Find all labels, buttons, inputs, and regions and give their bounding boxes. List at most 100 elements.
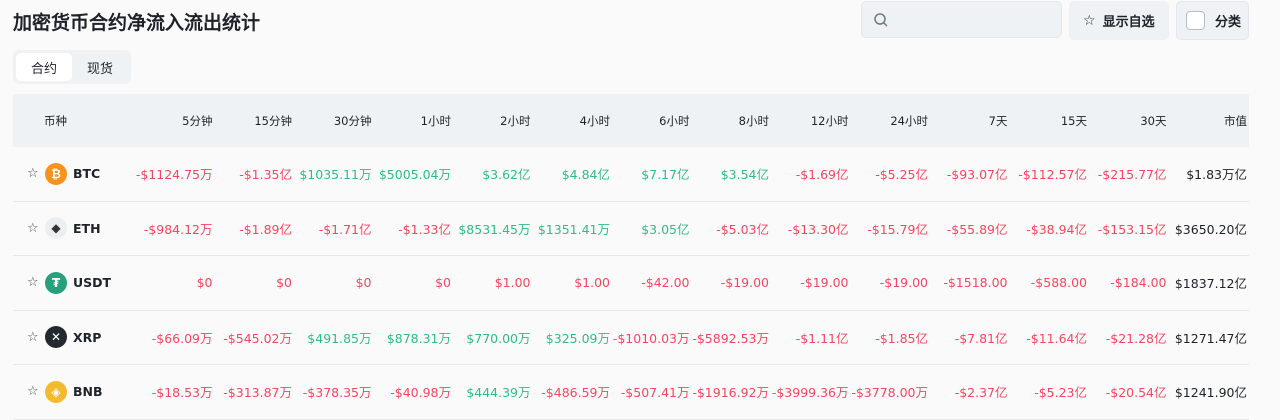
coin-cell: ☆ ₿ BTC [13, 162, 135, 185]
ethereum-icon: ◆ [45, 217, 67, 240]
flow-value: -$21.28亿 [1105, 330, 1167, 346]
flow-value: -$1.71亿 [318, 221, 372, 237]
column-header[interactable]: 12小时 [810, 113, 849, 128]
flow-value: -$13.30亿 [787, 221, 849, 237]
column-header[interactable]: 30分钟 [333, 113, 372, 128]
table-row[interactable]: ☆ ◈ BNB -$18.53万 -$313.87万 -$378.35万 -$40.98万 $… [13, 365, 1249, 420]
flow-value: -$55.89亿 [946, 221, 1008, 237]
column-header[interactable]: 2小时 [500, 113, 531, 128]
market-type-tabs: 合约 现货 [13, 50, 131, 84]
favorite-star-icon[interactable]: ☆ [27, 384, 39, 400]
flow-value: -$7.81亿 [954, 330, 1008, 346]
flow-value: $1351.41万 [537, 221, 610, 237]
flow-value: -$18.53万 [151, 385, 213, 401]
flow-value: -$20.54亿 [1105, 385, 1167, 401]
flow-value: -$1.11亿 [795, 330, 849, 346]
flow-value: -$184.00 [1110, 275, 1167, 291]
coin-cell: ☆ ✕ XRP [13, 326, 135, 349]
flow-value: -$3999.36万 [771, 385, 849, 401]
coin-symbol: USDT [73, 275, 112, 291]
tab-futures[interactable]: 合约 [16, 53, 72, 81]
tether-icon: ₮ [45, 271, 67, 294]
column-header[interactable]: 币种 [44, 113, 67, 128]
tab-spot[interactable]: 现货 [86, 61, 113, 77]
flow-value: -$19.00 [800, 275, 849, 291]
flow-value: $8531.45万 [458, 221, 531, 237]
column-header[interactable]: 1小时 [420, 113, 451, 128]
flow-value: -$93.07亿 [946, 167, 1008, 183]
show-favorites-button[interactable]: ☆ 显示自选 [1069, 1, 1169, 40]
flow-value: -$313.87万 [223, 385, 292, 401]
flow-value: -$588.00 [1030, 275, 1087, 291]
flow-value: -$1.33亿 [398, 221, 451, 237]
favorite-star-icon[interactable]: ☆ [27, 166, 39, 182]
coin-cell: ☆ ◈ BNB [13, 380, 135, 403]
flow-value: -$5892.53万 [692, 330, 769, 346]
category-toggle[interactable]: 分类 [1176, 1, 1249, 40]
favorite-star-icon[interactable]: ☆ [27, 220, 39, 236]
coin-symbol: BNB [73, 384, 103, 400]
favorite-star-icon[interactable]: ☆ [27, 329, 39, 345]
flow-value: $4.84亿 [561, 167, 610, 183]
column-header[interactable]: 7天 [988, 113, 1008, 128]
flow-value: -$112.57亿 [1018, 167, 1087, 183]
table-row[interactable]: ☆ ₿ BTC -$1124.75万 -$1.35亿 $1035.11万 $5005.04万… [13, 147, 1249, 202]
category-checkbox[interactable] [1186, 11, 1205, 30]
star-icon: ☆ [1083, 12, 1096, 29]
table-row[interactable]: ☆ ₮ USDT $0 $0 $0 $0 $1.00 $1.00 -$42.00 -$19.00 -$… [13, 256, 1249, 311]
flow-value: -$19.00 [879, 275, 928, 291]
column-header[interactable]: 15天 [1060, 113, 1087, 128]
flow-value: -$5.25亿 [875, 167, 928, 183]
flow-value: $444.39万 [466, 385, 531, 401]
flow-value: $770.00万 [466, 330, 531, 346]
flow-value: -$40.98万 [390, 385, 451, 401]
flow-value: -$153.15亿 [1097, 221, 1167, 237]
flow-value: -$1124.75万 [135, 167, 213, 183]
flow-value: $3.54亿 [720, 167, 769, 183]
favorite-star-icon[interactable]: ☆ [27, 275, 39, 291]
flow-value: $878.31万 [386, 330, 451, 346]
category-label: 分类 [1215, 15, 1242, 30]
bnb-icon: ◈ [45, 380, 67, 403]
coin-symbol: ETH [73, 220, 101, 236]
flow-value: -$1.69亿 [795, 167, 849, 183]
column-header[interactable]: 30天 [1140, 113, 1167, 128]
column-header[interactable]: 8小时 [738, 113, 769, 128]
flow-value: -$1010.03万 [612, 330, 690, 346]
flow-value: -$66.09万 [151, 330, 213, 346]
flow-value: $0 [355, 275, 372, 291]
column-header[interactable]: 6小时 [659, 113, 690, 128]
flow-value: $491.85万 [307, 330, 372, 346]
flow-value: -$5.23亿 [1034, 385, 1087, 401]
flow-value: -$38.94亿 [1026, 221, 1087, 237]
bitcoin-icon: ₿ [45, 162, 67, 185]
flow-value: $3.05亿 [641, 221, 690, 237]
column-header[interactable]: 5分钟 [182, 113, 213, 128]
flow-value: -$507.41万 [620, 385, 690, 401]
flow-value: $1.00 [574, 275, 610, 291]
flow-table: 币种 5分钟 15分钟 30分钟 1小时 2小时 4小时 6小时 8小时 12小时 24小时 7天 15… [13, 94, 1249, 420]
flow-value: -$1.89亿 [239, 221, 292, 237]
column-header[interactable]: 15分钟 [254, 113, 292, 128]
flow-value: -$1.85亿 [875, 330, 928, 346]
search-icon [874, 13, 888, 27]
flow-value: -$19.00 [720, 275, 769, 291]
column-header[interactable]: 市值 [1224, 113, 1247, 128]
column-header[interactable]: 24小时 [890, 113, 928, 128]
flow-value: -$1.35亿 [239, 167, 292, 183]
table-row[interactable]: ☆ ◆ ETH -$984.12万 -$1.89亿 -$1.71亿 -$1.33亿 $8531… [13, 202, 1249, 256]
flow-value: $325.09万 [545, 330, 610, 346]
market-cap: $1.83万亿 [1186, 167, 1247, 183]
flow-value: -$2.37亿 [954, 385, 1008, 401]
column-header[interactable]: 4小时 [579, 113, 610, 128]
flow-value: -$215.77亿 [1097, 167, 1167, 183]
show-favorites-label: 显示自选 [1102, 15, 1155, 30]
table-row[interactable]: ☆ ✕ XRP -$66.09万 -$545.02万 $491.85万 $878.31万 $7… [13, 311, 1249, 365]
coin-symbol: XRP [73, 329, 102, 345]
flow-value: -$3778.00万 [851, 385, 928, 401]
coin-cell: ☆ ₮ USDT [13, 271, 135, 294]
search-input[interactable] [861, 1, 1062, 38]
flow-value: -$15.79亿 [867, 221, 928, 237]
flow-value: $3.62亿 [482, 167, 531, 183]
market-cap: $1837.12亿 [1174, 276, 1247, 292]
